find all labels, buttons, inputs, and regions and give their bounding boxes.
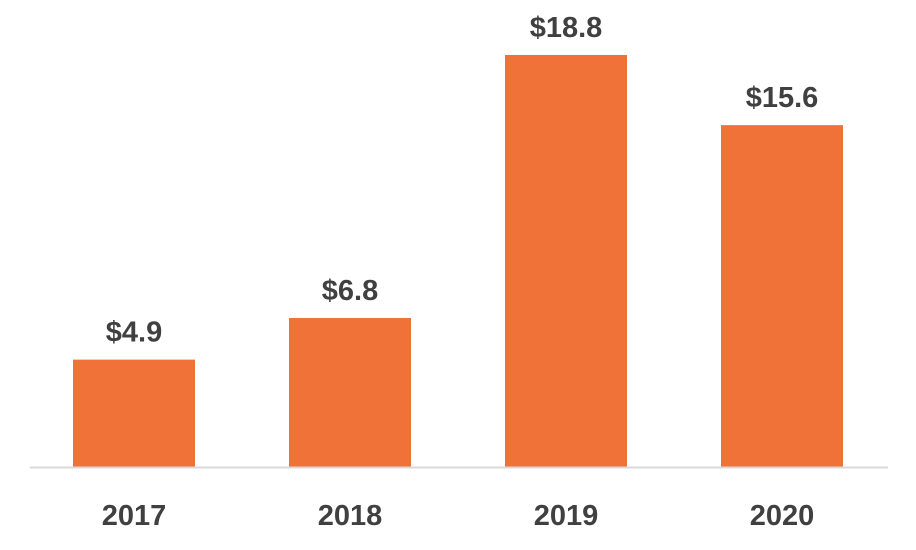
x-tick-label-2020: 2020 [750,500,815,532]
x-tick-label-2018: 2018 [318,500,383,532]
data-label-2018: $6.8 [322,275,378,307]
data-label-2020: $15.6 [746,82,819,114]
bar-2018 [289,317,411,467]
x-tick-label-2017: 2017 [102,500,167,532]
bar-2019 [505,55,627,467]
bar-labels-group: $4.9 $6.8 $18.8 $15.6 [106,12,819,349]
x-tick-label-2019: 2019 [534,500,599,532]
bar-2017 [73,359,195,467]
bars-group [73,55,843,468]
x-tick-labels-group: 2017 2018 2019 2020 [102,500,815,532]
data-label-2017: $4.9 [106,317,162,349]
bar-2020 [721,125,843,468]
data-label-2019: $18.8 [530,12,603,44]
